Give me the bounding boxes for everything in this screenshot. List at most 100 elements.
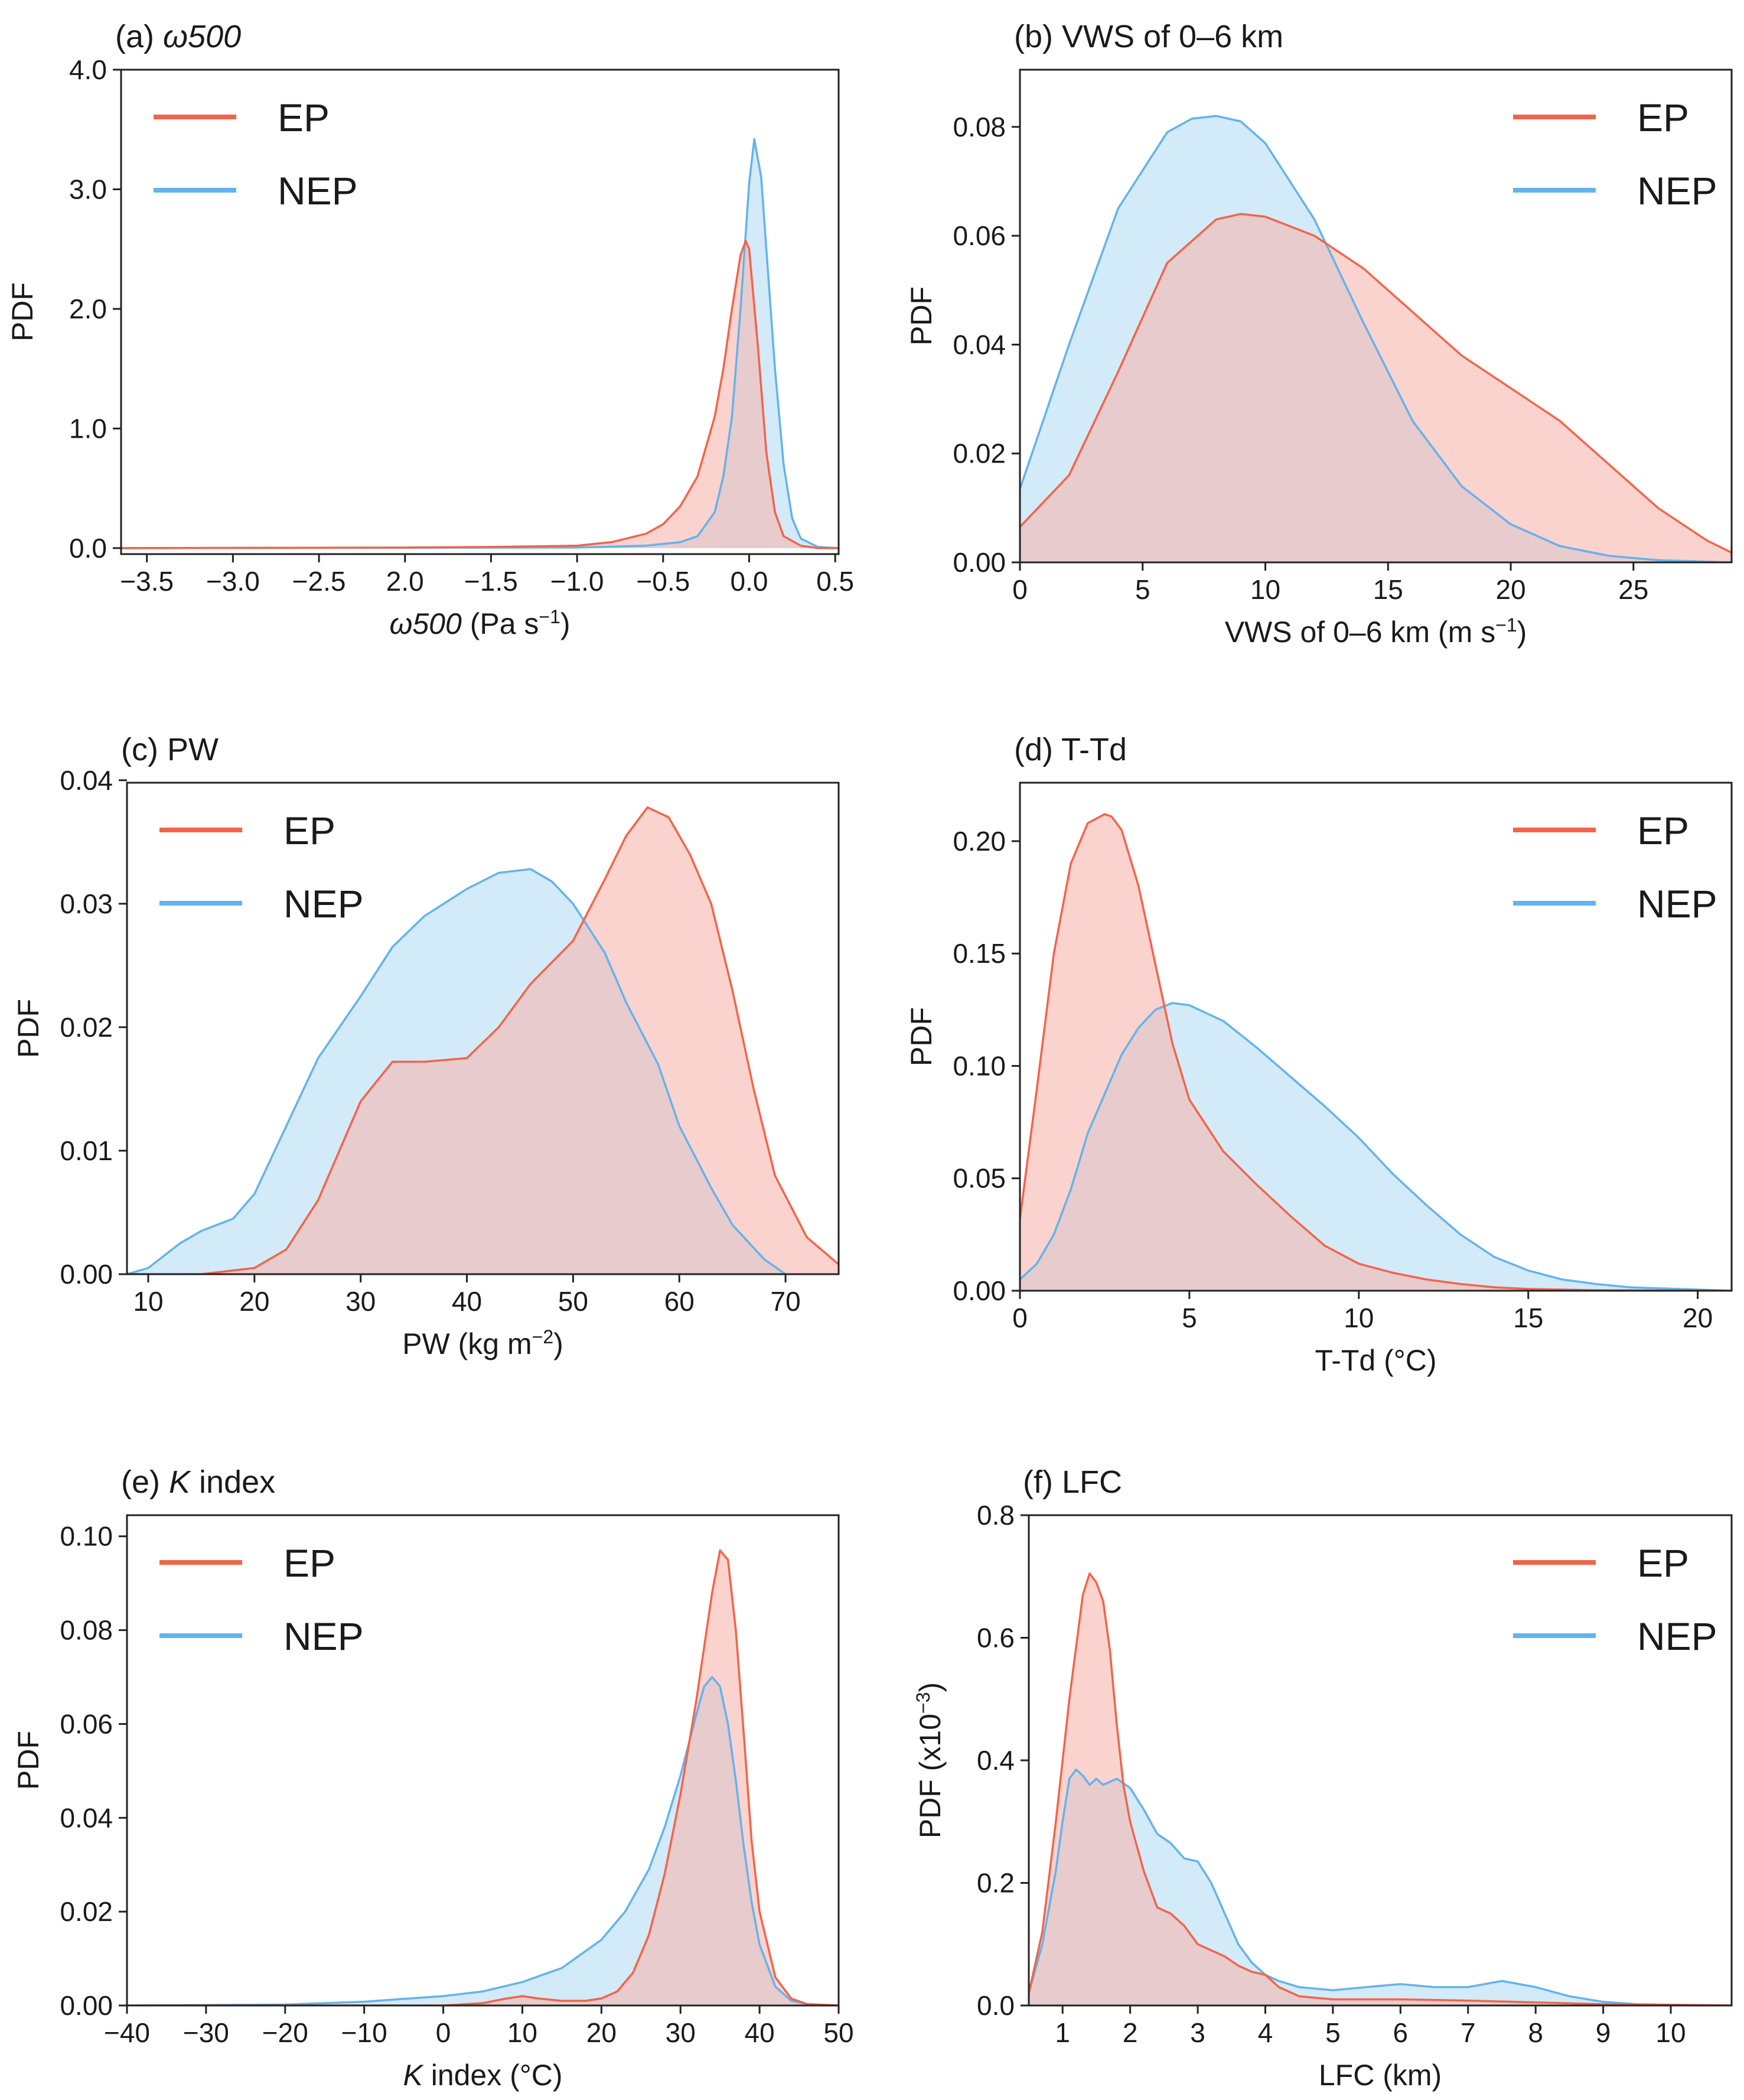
y-tick-label: 0.08 (953, 112, 1006, 142)
nep-line (1029, 1768, 1732, 2005)
x-tick-label: 2.0 (386, 566, 424, 597)
y-tick-label: 2.0 (69, 294, 107, 324)
y-tick-label: 0.01 (60, 1135, 113, 1166)
x-tick-label: −1.5 (464, 566, 518, 597)
x-axis-label: VWS of 0–6 km (m s−1) (1225, 614, 1527, 649)
legend: EP NEP (159, 1541, 364, 1658)
y-tick-label: 0.00 (60, 1990, 113, 2021)
y-tick-label: 0.0 (977, 1990, 1015, 2021)
x-tick-label: 10 (1250, 574, 1280, 605)
legend-nep-label: NEP (278, 169, 358, 213)
x-tick-label: −3.5 (120, 566, 174, 597)
plot-area (127, 806, 839, 1274)
x-tick-label: 15 (1373, 574, 1403, 605)
legend-nep-label: NEP (283, 882, 364, 926)
plot-area (127, 1549, 839, 2005)
y-axis-label: PDF (6, 282, 39, 341)
x-tick-label: −20 (262, 2017, 308, 2048)
y-axis-label: PDF (905, 286, 938, 346)
x-axis-label: ω500 (Pa s−1) (389, 606, 570, 640)
legend-nep-label: NEP (1637, 169, 1717, 213)
y-tick-label: 0.00 (60, 1259, 113, 1290)
x-tick-label: 60 (664, 1286, 695, 1317)
ep-line (1029, 1572, 1732, 2005)
y-tick-label: 0.02 (953, 438, 1006, 469)
panel-f: 1 2 3 4 5 6 7 8 9 10 0.0 0.2 0.4 0.6 0.8 (f) LFC LFC (km… (912, 1464, 1733, 2092)
plot-area (1020, 813, 1732, 1291)
panel-title: (c) PW (121, 732, 219, 767)
nep-line (127, 868, 787, 1274)
y-tick-label: 0.2 (977, 1868, 1015, 1899)
y-tick-label: 0.15 (953, 938, 1006, 969)
y-tick-label: 0.03 (60, 888, 113, 919)
y-tick-label: 0.6 (977, 1623, 1015, 1653)
x-tick-label: 4 (1258, 2017, 1273, 2048)
legend-ep-label: EP (278, 96, 330, 139)
y-tick-label: 0.0 (69, 533, 107, 564)
y-axis-label: PDF (905, 1007, 938, 1066)
legend: EP NEP (1513, 809, 1717, 926)
ep-area (1029, 1573, 1732, 2005)
x-tick-label: 0 (436, 2017, 451, 2048)
ep-area (127, 1550, 839, 2005)
x-axis-label: PW (kg m−2) (402, 1326, 563, 1360)
x-tick-label: 0 (1012, 1303, 1028, 1333)
x-tick-label: 9 (1596, 2017, 1611, 2048)
legend-nep-label: NEP (283, 1614, 364, 1658)
x-tick-label: 30 (666, 2017, 696, 2048)
legend-nep-label: NEP (1637, 882, 1717, 926)
panel-d: 0 5 10 15 20 0.00 0.05 0.10 0.15 0.20 (d) T-Td T-Td… (905, 732, 1733, 1377)
x-tick-label: 0 (1012, 574, 1028, 605)
y-tick-label: 0.00 (953, 1275, 1006, 1306)
panel-a: −3.5 −3.0 −2.5 2.0 −1.5 −1.0 −0.5 0.0 0.5 0.0 1.0 2… (6, 19, 854, 640)
y-tick-label: 0.4 (977, 1745, 1015, 1776)
axes-frame (126, 1514, 840, 2007)
axes-frame (1019, 782, 1733, 1292)
x-tick-label: −30 (183, 2017, 229, 2048)
ep-line (127, 806, 839, 1274)
legend-ep-label: EP (283, 809, 335, 852)
y-tick-label: 0.06 (953, 220, 1006, 251)
y-tick-label: 4.0 (69, 54, 107, 85)
x-tick-label: 0.0 (731, 566, 768, 597)
x-tick-label: 10 (507, 2017, 537, 2048)
x-tick-label: 10 (1655, 2017, 1686, 2048)
y-axis-label: PDF (12, 1731, 45, 1790)
y-tick-label: 0.02 (60, 1012, 113, 1043)
legend-ep-label: EP (283, 1541, 335, 1585)
x-tick-label: −2.5 (292, 566, 346, 597)
ep-area (1020, 214, 1732, 562)
x-tick-label: 0.5 (816, 566, 854, 597)
nep-line (1020, 1002, 1732, 1291)
y-tick-label: 0.05 (953, 1163, 1006, 1194)
y-tick-label: 0.06 (60, 1708, 113, 1739)
x-tick-label: 15 (1513, 1303, 1543, 1333)
legend-ep-label: EP (1637, 1541, 1689, 1585)
panel-c: 10 20 30 40 50 60 70 0.00 0.01 0.02 0.03 0.04 (c) PW… (12, 732, 840, 1360)
y-tick-label: 0.08 (60, 1615, 113, 1646)
y-tick-label: 0.04 (60, 1802, 113, 1833)
ep-area (1020, 814, 1732, 1291)
plot-area (1029, 1572, 1732, 2005)
x-tick-label: 20 (239, 1286, 269, 1317)
legend-ep-label: EP (1637, 809, 1689, 852)
legend: EP NEP (154, 96, 358, 213)
y-axis-label: PDF (x10−3) (912, 1682, 947, 1838)
x-axis-label: T-Td (°C) (1315, 1344, 1436, 1377)
x-axis-label: K index (°C) (403, 2059, 562, 2092)
ep-line (121, 239, 839, 549)
plot-area (121, 138, 839, 549)
x-tick-label: −40 (104, 2017, 150, 2048)
x-tick-label: 50 (558, 1286, 588, 1317)
ep-area (127, 807, 839, 1274)
x-tick-label: 10 (133, 1286, 163, 1317)
axes-frame (1019, 69, 1733, 564)
panel-title: (b) VWS of 0–6 km (1014, 19, 1283, 54)
x-tick-label: −0.5 (636, 566, 690, 597)
panel-title: (d) T-Td (1014, 732, 1127, 767)
y-tick-label: 0.20 (953, 826, 1006, 857)
x-tick-label: 25 (1618, 574, 1648, 605)
x-tick-label: 8 (1528, 2017, 1543, 2048)
x-tick-label: 70 (770, 1286, 800, 1317)
